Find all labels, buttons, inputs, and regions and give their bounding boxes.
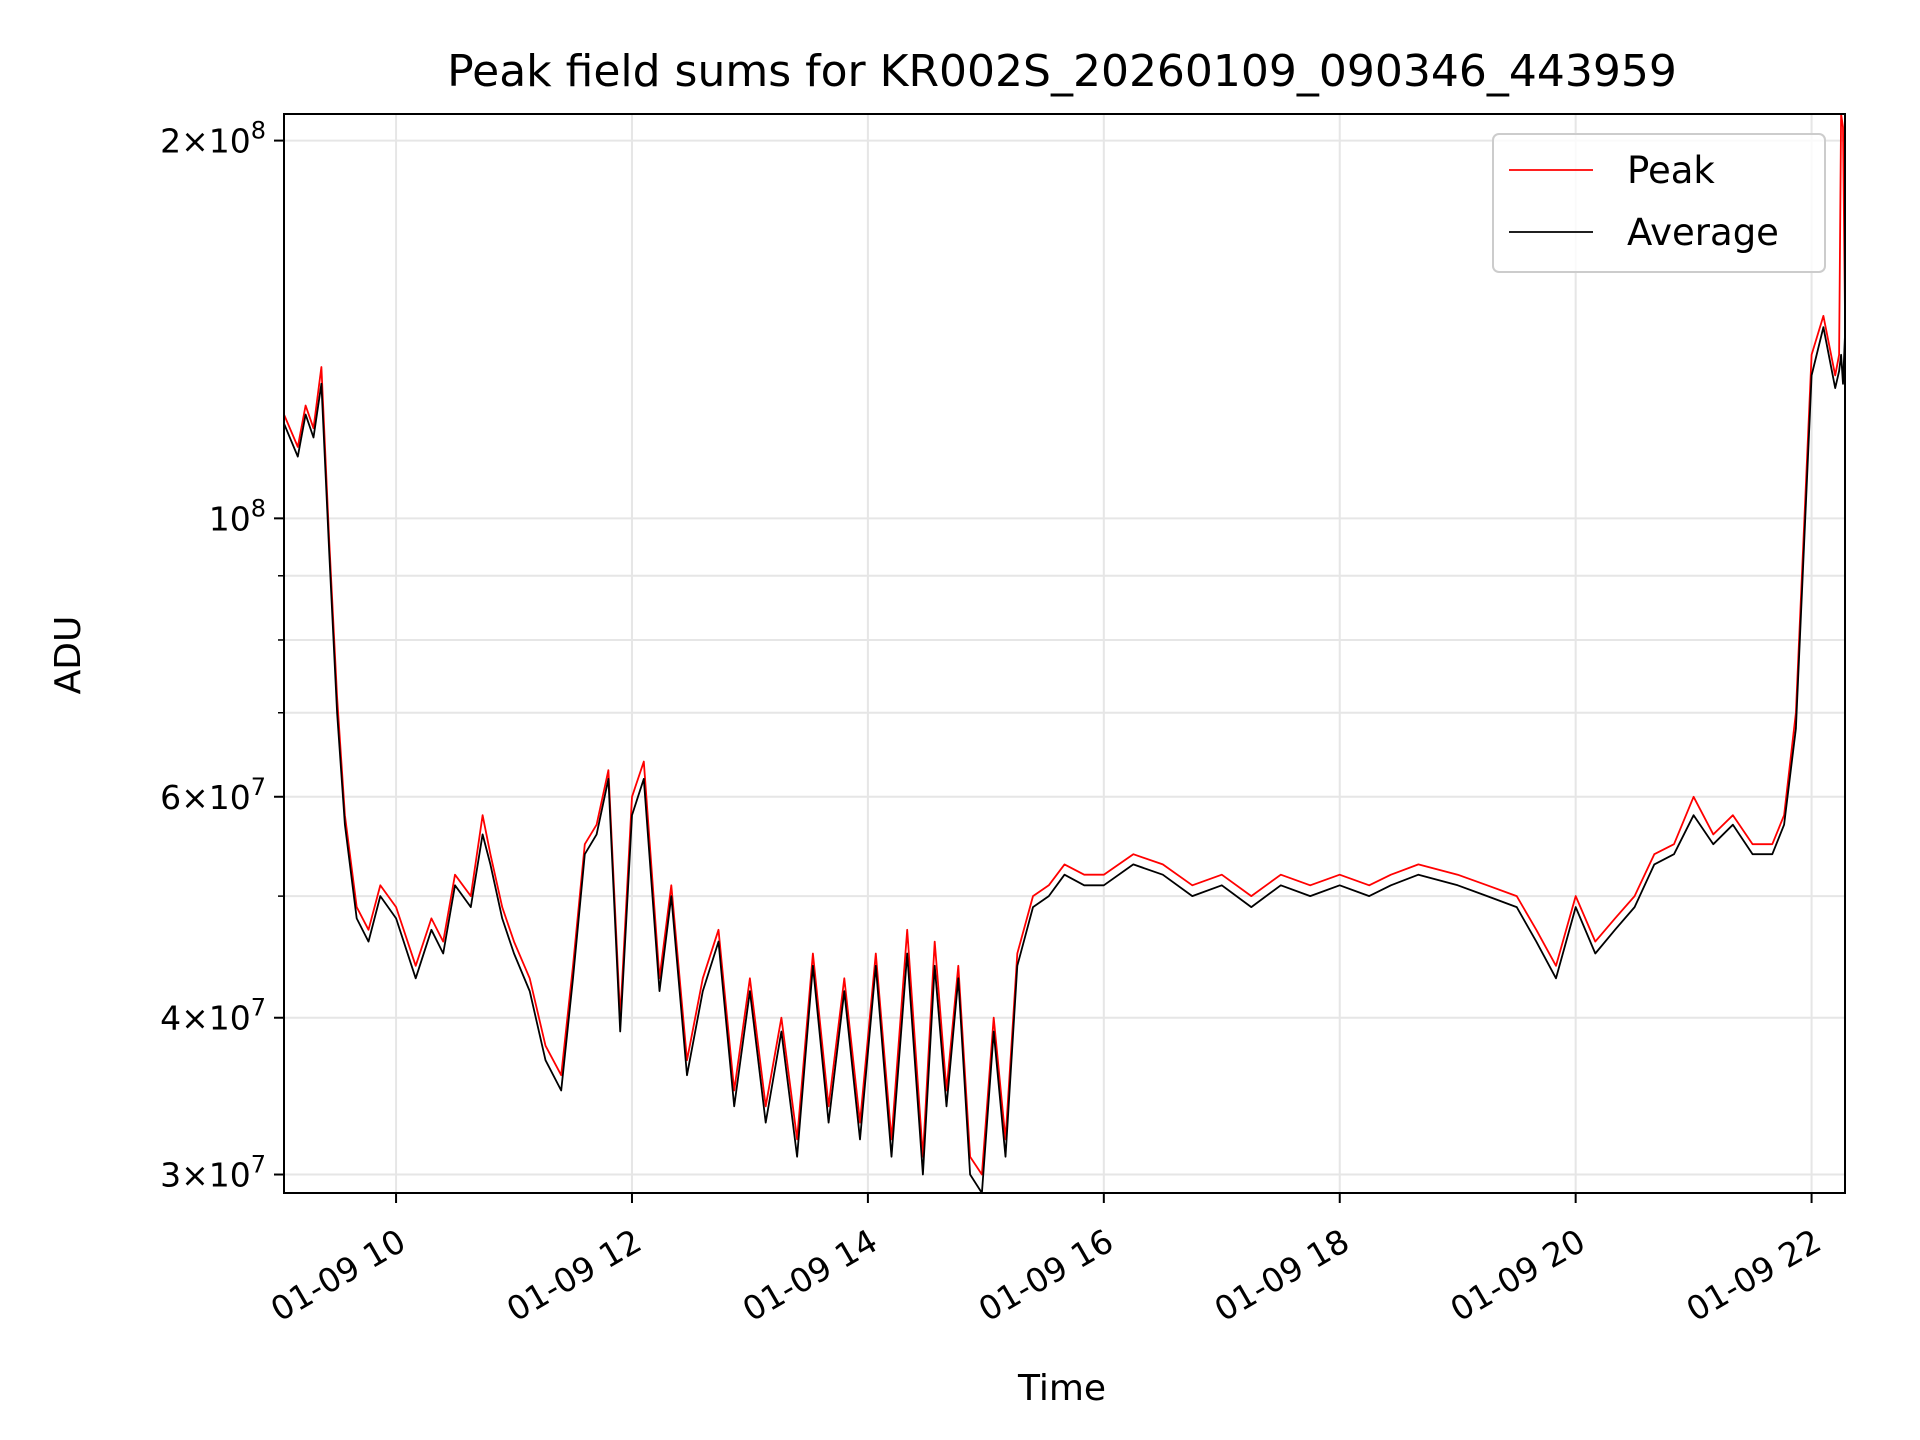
y-tick-mantissa: 4×10 bbox=[160, 999, 251, 1038]
y-tick-exponent: 8 bbox=[251, 494, 266, 522]
x-axis-label: Time bbox=[1017, 1368, 1106, 1409]
y-tick-mantissa: 6×10 bbox=[160, 778, 251, 817]
y-tick-label: 6×107 bbox=[160, 773, 266, 817]
chart-title: Peak field sums for KR002S_20260109_0903… bbox=[447, 46, 1677, 97]
y-tick-exponent: 7 bbox=[251, 773, 266, 801]
plot-frame bbox=[283, 113, 1846, 1194]
y-tick-label: 108 bbox=[209, 494, 266, 538]
series-line-peak bbox=[284, 114, 1845, 1176]
legend-label: Average bbox=[1627, 211, 1779, 254]
y-tick-mantissa: 3×10 bbox=[160, 1156, 251, 1195]
y-tick-label: 4×107 bbox=[160, 994, 266, 1038]
series-line-average bbox=[284, 326, 1845, 1193]
y-tick-exponent: 7 bbox=[251, 1151, 266, 1179]
y-tick-mantissa: 2×10 bbox=[160, 122, 251, 161]
legend-box bbox=[1492, 133, 1826, 273]
y-tick-label: 3×107 bbox=[160, 1151, 266, 1195]
series-layer bbox=[284, 114, 1845, 1193]
y-tick-exponent: 7 bbox=[251, 994, 266, 1022]
y-axis-label: ADU bbox=[48, 616, 89, 695]
legend-label: Peak bbox=[1627, 149, 1715, 192]
y-tick-exponent: 8 bbox=[251, 117, 266, 145]
grid bbox=[284, 114, 1845, 1193]
legend: Peak Average bbox=[1492, 133, 1826, 273]
y-tick-mantissa: 10 bbox=[209, 499, 251, 538]
y-tick-label: 2×108 bbox=[160, 117, 266, 161]
